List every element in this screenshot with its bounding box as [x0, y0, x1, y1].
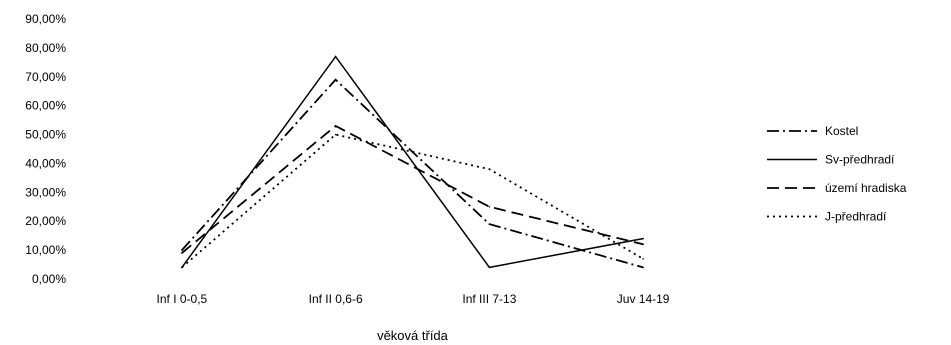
- y-tick-label: 0,00%: [32, 272, 66, 286]
- data-point: [488, 205, 491, 208]
- data-point: [181, 252, 183, 254]
- series-line: [181, 124, 644, 254]
- data-point: [334, 55, 337, 58]
- y-tick-label: 50,00%: [25, 128, 66, 142]
- data-point: [334, 125, 337, 127]
- series-line: [181, 78, 644, 269]
- x-axis-ticks: Inf I 0-0,5 Inf II 0,6-6 Inf III 7-13 Juv 1…: [157, 292, 670, 306]
- legend: Kostel Sv-předhradí území hradiska J-předhr…: [767, 124, 907, 224]
- data-point: [642, 237, 644, 240]
- y-tick-label: 80,00%: [25, 41, 66, 55]
- y-tick-label: 90,00%: [25, 12, 66, 26]
- legend-label: území hradiska: [825, 181, 907, 195]
- x-axis-title: věková třída: [377, 328, 449, 343]
- data-point: [642, 266, 644, 269]
- data-point: [334, 78, 337, 81]
- data-point: [488, 223, 491, 225]
- legend-label: J-předhradí: [825, 210, 887, 224]
- y-tick-label: 20,00%: [25, 214, 66, 228]
- y-axis-ticks: 0,00% 10,00% 20,00% 30,00% 40,00% 50,00% 60,00…: [25, 12, 66, 286]
- y-tick-label: 60,00%: [25, 99, 66, 113]
- series-line: [181, 55, 644, 269]
- y-tick-label: 40,00%: [25, 156, 66, 170]
- y-tick-label: 10,00%: [25, 243, 66, 257]
- data-point: [181, 266, 183, 269]
- data-point: [488, 266, 491, 269]
- y-tick-label: 70,00%: [25, 70, 66, 84]
- data-point: [488, 168, 491, 171]
- x-tick-label: Inf I 0-0,5: [157, 292, 208, 306]
- data-point: [642, 257, 644, 260]
- series-lines: [181, 55, 644, 269]
- legend-label: Sv-předhradí: [825, 153, 895, 167]
- x-tick-label: Juv 14-19: [617, 292, 670, 306]
- data-point: [642, 243, 644, 246]
- y-tick-label: 30,00%: [25, 185, 66, 199]
- data-point: [334, 133, 337, 136]
- data-point: [181, 249, 183, 251]
- legend-label: Kostel: [825, 124, 858, 138]
- x-tick-label: Inf III 7-13: [462, 292, 516, 306]
- x-tick-label: Inf II 0,6-6: [309, 292, 363, 306]
